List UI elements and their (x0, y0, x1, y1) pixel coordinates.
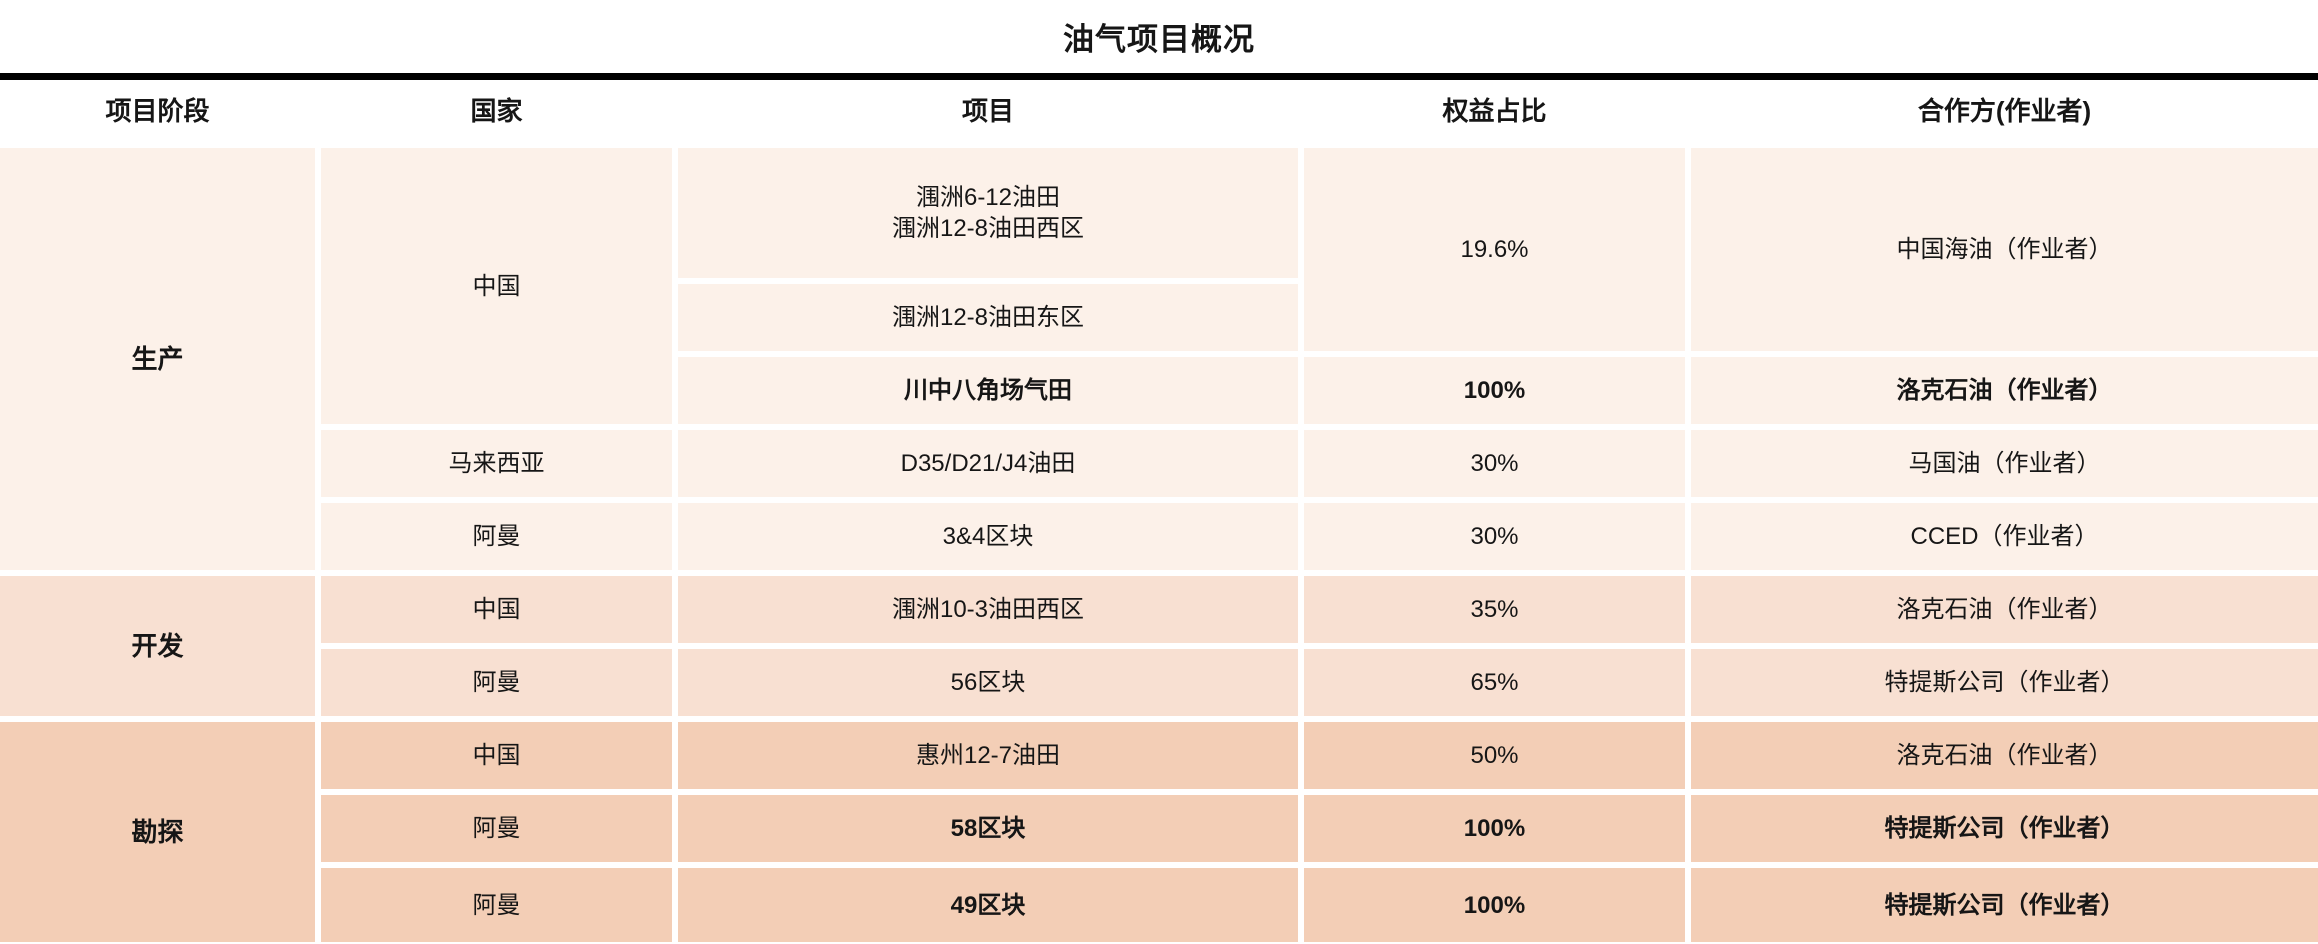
project-cell: 49区块 (678, 868, 1298, 942)
project-cell: 惠州12-7油田 (678, 722, 1298, 789)
page-title: 油气项目概况 (1063, 22, 1255, 57)
top-rule-divider (0, 73, 2318, 80)
equity-cell: 30% (1304, 503, 1685, 570)
equity-cell: 100% (1304, 868, 1685, 942)
project-line: 涠洲6-12油田 (915, 184, 1061, 211)
partner-cell: 特提斯公司（作业者） (1691, 795, 2318, 862)
country-cell: 中国 (321, 148, 672, 424)
column-header-partner: 合作方(作业者) (1691, 80, 2318, 142)
project-cell: 川中八角场气田 (678, 357, 1298, 424)
project-cell-two-line: 涠洲6-12油田 涠洲12-8油田西区 (678, 148, 1298, 278)
column-header-stage: 项目阶段 (0, 80, 315, 142)
project-cell: 涠洲10-3油田西区 (678, 576, 1298, 643)
equity-cell: 19.6% (1304, 148, 1685, 351)
partner-cell: 特提斯公司（作业者） (1691, 868, 2318, 942)
country-cell: 中国 (321, 576, 672, 643)
country-cell: 阿曼 (321, 868, 672, 942)
stage-cell-development: 开发 (0, 576, 315, 716)
stage-cell-production: 生产 (0, 148, 315, 570)
partner-cell: 特提斯公司（作业者） (1691, 649, 2318, 716)
partner-cell: 中国海油（作业者） (1691, 148, 2318, 351)
partner-cell: 洛克石油（作业者） (1691, 576, 2318, 643)
partner-cell: 洛克石油（作业者） (1691, 357, 2318, 424)
country-cell: 中国 (321, 722, 672, 789)
partner-cell: CCED（作业者） (1691, 503, 2318, 570)
equity-cell: 100% (1304, 795, 1685, 862)
country-cell: 阿曼 (321, 649, 672, 716)
stage-cell-exploration: 勘探 (0, 722, 315, 942)
partner-cell: 马国油（作业者） (1691, 430, 2318, 497)
table-title-bar: 油气项目概况 (0, 0, 2318, 73)
country-cell: 阿曼 (321, 503, 672, 570)
equity-cell: 35% (1304, 576, 1685, 643)
column-header-country: 国家 (321, 80, 672, 142)
project-cell: 56区块 (678, 649, 1298, 716)
country-cell: 马来西亚 (321, 430, 672, 497)
project-cell: 3&4区块 (678, 503, 1298, 570)
equity-cell: 100% (1304, 357, 1685, 424)
oil-gas-projects-table: 项目阶段 国家 项目 权益占比 合作方(作业者) 生产 开发 勘探 中国 马来西… (0, 80, 2318, 942)
equity-cell: 65% (1304, 649, 1685, 716)
equity-cell: 30% (1304, 430, 1685, 497)
project-cell: 涠洲12-8油田东区 (678, 284, 1298, 351)
project-line: 涠洲12-8油田西区 (891, 215, 1085, 242)
project-cell: 58区块 (678, 795, 1298, 862)
project-cell: D35/D21/J4油田 (678, 430, 1298, 497)
column-header-project: 项目 (678, 80, 1298, 142)
country-cell: 阿曼 (321, 795, 672, 862)
equity-cell: 50% (1304, 722, 1685, 789)
column-header-equity: 权益占比 (1304, 80, 1685, 142)
partner-cell: 洛克石油（作业者） (1691, 722, 2318, 789)
